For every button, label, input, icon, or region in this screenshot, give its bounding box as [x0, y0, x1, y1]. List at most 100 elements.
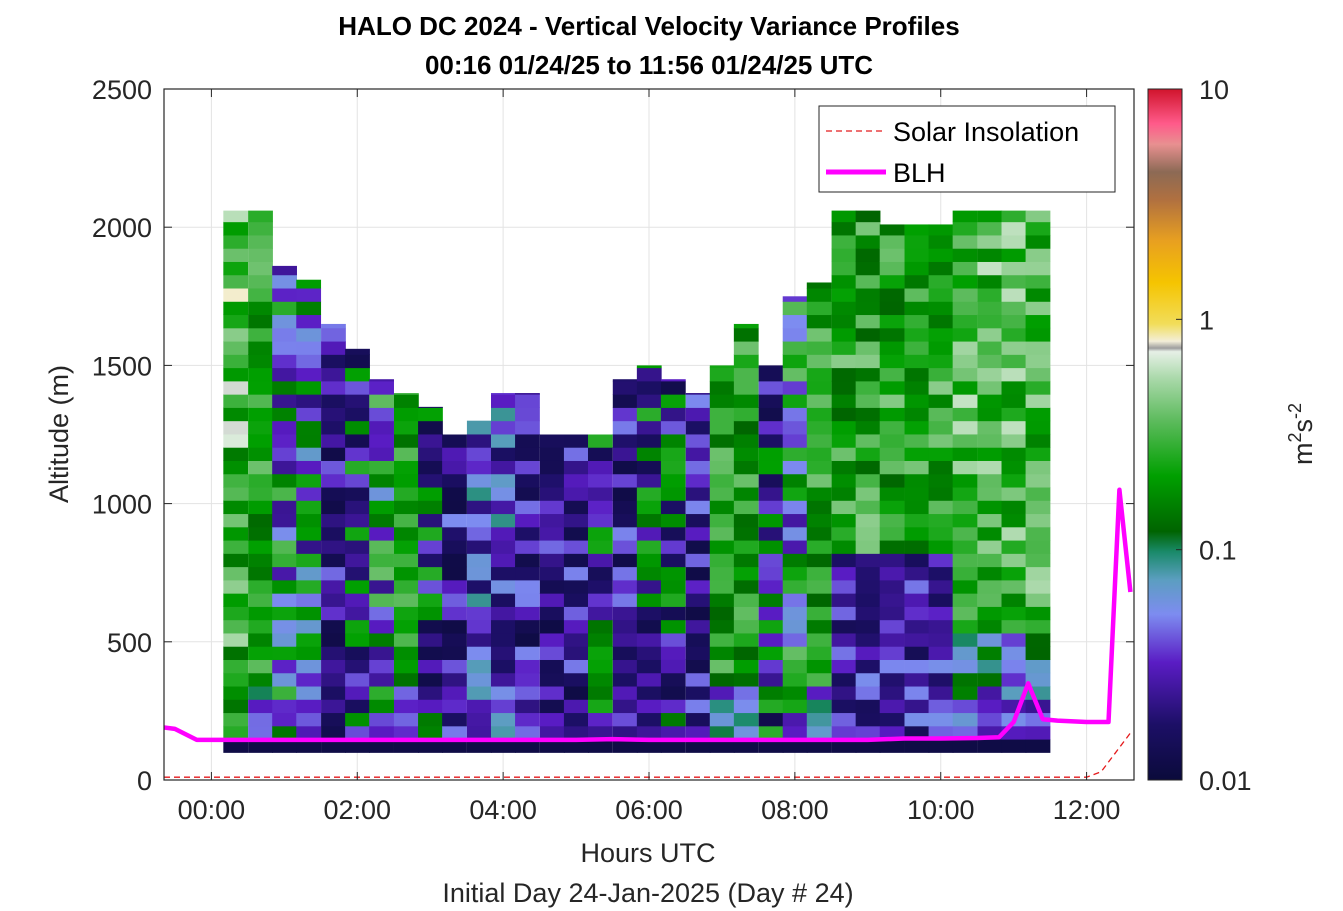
heatmap-cell: [685, 579, 711, 594]
heatmap-cell: [1025, 593, 1051, 607]
heatmap-cell: [879, 725, 905, 740]
heatmap-cell: [782, 526, 808, 541]
heatmap-cell: [466, 566, 492, 581]
heatmap-cell: [515, 619, 540, 634]
heatmap-cell: [369, 632, 394, 647]
heatmap-cell: [636, 447, 662, 461]
heatmap-cell: [758, 686, 784, 700]
series-line-blh: [164, 487, 1133, 743]
heatmap-cell: [296, 739, 322, 753]
heatmap-cell: [539, 540, 565, 554]
heatmap-cell: [685, 460, 711, 475]
heatmap-cell: [272, 526, 297, 541]
heatmap-cell: [321, 420, 346, 435]
heatmap-cell: [806, 407, 832, 422]
heatmap-cell: [393, 473, 419, 488]
heatmap-cell: [1025, 248, 1051, 262]
heatmap-cell: [612, 672, 638, 687]
heatmap-cell: [321, 394, 346, 408]
heatmap-cell: [782, 447, 808, 461]
heatmap-cell: [563, 526, 589, 541]
heatmap-cell: [685, 447, 711, 461]
heatmap-cell: [831, 274, 857, 289]
heatmap-cell: [442, 725, 467, 740]
heatmap-cell: [587, 739, 613, 753]
heatmap-cell: [855, 433, 881, 448]
heatmap-cell: [223, 447, 249, 461]
heatmap-cell: [977, 632, 1003, 647]
heatmap-cell: [223, 739, 249, 753]
heatmap-cell: [660, 712, 686, 727]
heatmap-cell: [952, 686, 978, 700]
heatmap-cell: [952, 288, 978, 302]
heatmap-cell: [223, 210, 249, 223]
heatmap-cell: [466, 632, 492, 647]
heatmap-cell: [1001, 394, 1027, 408]
heatmap-cell: [490, 712, 516, 727]
heatmap-cell: [733, 473, 759, 488]
heatmap-cell: [539, 712, 565, 727]
heatmap-cell: [418, 699, 443, 714]
heatmap-cell: [490, 487, 516, 501]
heatmap-cell: [321, 460, 346, 475]
heatmap-cell: [831, 712, 857, 727]
heatmap-cell: [539, 646, 565, 660]
heatmap-cell: [539, 606, 565, 621]
heatmap-cell: [490, 553, 516, 568]
heatmap-cell: [393, 540, 419, 554]
heatmap-cell: [904, 725, 930, 740]
heatmap-cell: [709, 540, 735, 554]
heatmap-cell: [1001, 686, 1027, 700]
heatmap-cell: [660, 553, 686, 568]
heatmap-cell: [977, 500, 1003, 515]
heatmap-cell: [248, 301, 273, 316]
heatmap-cell: [515, 725, 540, 740]
y-axis-ticks: 0 500 1000 1500 2000 2500: [92, 75, 1134, 796]
heatmap-cell: [612, 646, 638, 660]
heatmap-cell: [733, 540, 759, 554]
heatmap-cell: [685, 393, 711, 395]
heatmap-cell: [1025, 487, 1051, 501]
heatmap-cell: [855, 513, 881, 528]
heatmap-cell: [831, 221, 857, 236]
heatmap-cell: [1025, 314, 1051, 329]
heatmap-cell: [490, 433, 516, 448]
heatmap-cell: [272, 394, 297, 408]
heatmap-cell: [345, 447, 370, 461]
heatmap-cell: [1001, 606, 1027, 621]
heatmap-cell: [321, 606, 346, 621]
heatmap-cell: [928, 224, 954, 236]
heatmap-cell: [1025, 659, 1051, 674]
heatmap-cell: [1025, 712, 1051, 727]
heatmap-cell: [855, 686, 881, 700]
heatmap-cell: [904, 301, 930, 316]
heatmap-cell: [660, 379, 686, 382]
heatmap-cell: [952, 566, 978, 581]
heatmap-cell: [952, 553, 978, 568]
heatmap-cell: [636, 566, 662, 581]
heatmap-cell: [223, 341, 249, 355]
heatmap-cell: [296, 672, 322, 687]
heatmap-cell: [345, 394, 370, 408]
heatmap-cell: [248, 473, 273, 488]
heatmap-cell: [636, 632, 662, 647]
heatmap-cell: [563, 619, 589, 634]
heatmap-cell: [977, 712, 1003, 727]
heatmap-cell: [733, 407, 759, 422]
heatmap-cell: [393, 739, 419, 753]
heatmap-cell: [563, 725, 589, 740]
heatmap-cell: [928, 526, 954, 541]
heatmap-cell: [879, 261, 905, 276]
heatmap-cell: [660, 487, 686, 501]
heatmap-cell: [345, 606, 370, 621]
heatmap-cell: [393, 672, 419, 687]
heatmap-cell: [977, 619, 1003, 634]
heatmap-cell: [296, 686, 322, 700]
heatmap-cell: [782, 314, 808, 329]
heatmap-cell: [515, 699, 540, 714]
heatmap-cell: [904, 224, 930, 236]
heatmap-cell: [490, 619, 516, 634]
heatmap-cell: [758, 433, 784, 448]
heatmap-cell: [1025, 739, 1051, 753]
heatmap-cell: [223, 380, 249, 395]
